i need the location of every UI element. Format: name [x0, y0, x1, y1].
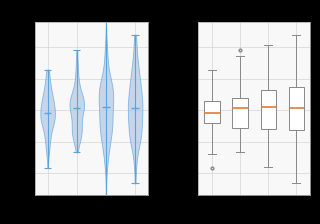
PathPatch shape	[204, 101, 220, 123]
PathPatch shape	[289, 87, 304, 130]
X-axis label: Four separate samples: Four separate samples	[48, 208, 135, 217]
Y-axis label: Observed values: Observed values	[4, 77, 13, 141]
Title: Violin plot: Violin plot	[67, 12, 116, 22]
PathPatch shape	[260, 90, 276, 129]
PathPatch shape	[232, 98, 248, 128]
Y-axis label: Observed values: Observed values	[167, 77, 176, 141]
X-axis label: Four separate samples: Four separate samples	[211, 208, 298, 217]
Title: Box plot: Box plot	[234, 12, 274, 22]
